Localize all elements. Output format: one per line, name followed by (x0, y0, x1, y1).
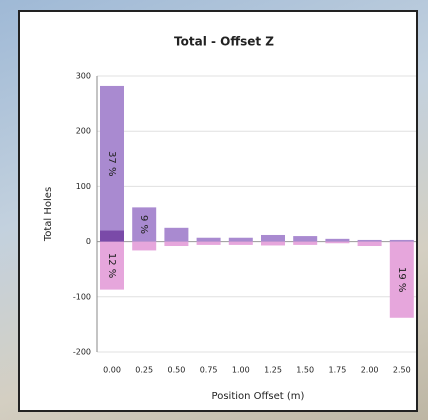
y-tick-label: 300 (76, 72, 91, 81)
x-tick-label: 2.00 (361, 366, 379, 375)
page: {"chart_data": {"type": "bar", "title": … (0, 0, 428, 420)
y-tick-label: 0 (86, 237, 91, 246)
bar (325, 239, 349, 242)
bar (229, 242, 253, 245)
bar (293, 242, 317, 245)
bar (100, 231, 124, 242)
data-label: 19 % (396, 267, 407, 292)
bar (325, 242, 349, 244)
x-axis-label: Position Offset (m) (212, 391, 305, 402)
x-tick-label: 1.50 (296, 366, 314, 375)
y-axis-label: Total Holes (43, 187, 54, 242)
bar (164, 228, 188, 242)
x-tick-label: 1.00 (232, 366, 250, 375)
bar (229, 238, 253, 242)
x-tick-label: 2.50 (393, 366, 411, 375)
x-tick-label: 0.00 (103, 366, 121, 375)
bar (261, 242, 285, 246)
x-tick-label: 0.50 (167, 366, 185, 375)
bar (293, 236, 317, 242)
y-tick-label: -200 (73, 348, 91, 357)
bar (197, 238, 221, 242)
x-tick-label: 0.25 (135, 366, 153, 375)
chart: Total - Offset Z Position Offset (m) Tot… (0, 0, 428, 420)
bar (132, 242, 156, 251)
bar (390, 240, 414, 242)
data-label: 12 % (106, 253, 117, 278)
bar (261, 235, 285, 242)
x-tick-label: 1.25 (264, 366, 282, 375)
data-label: 9 % (138, 215, 149, 234)
data-label: 37 % (106, 151, 117, 176)
y-tick-label: 100 (76, 182, 91, 191)
x-tick-label: 0.75 (200, 366, 218, 375)
y-tick-label: -100 (73, 292, 91, 301)
bar (164, 242, 188, 246)
x-tick-label: 1.75 (328, 366, 346, 375)
y-tick-label: 200 (76, 127, 91, 136)
chart-title: Total - Offset Z (174, 35, 274, 49)
bar (358, 242, 382, 246)
bar (197, 242, 221, 245)
bar (358, 240, 382, 242)
